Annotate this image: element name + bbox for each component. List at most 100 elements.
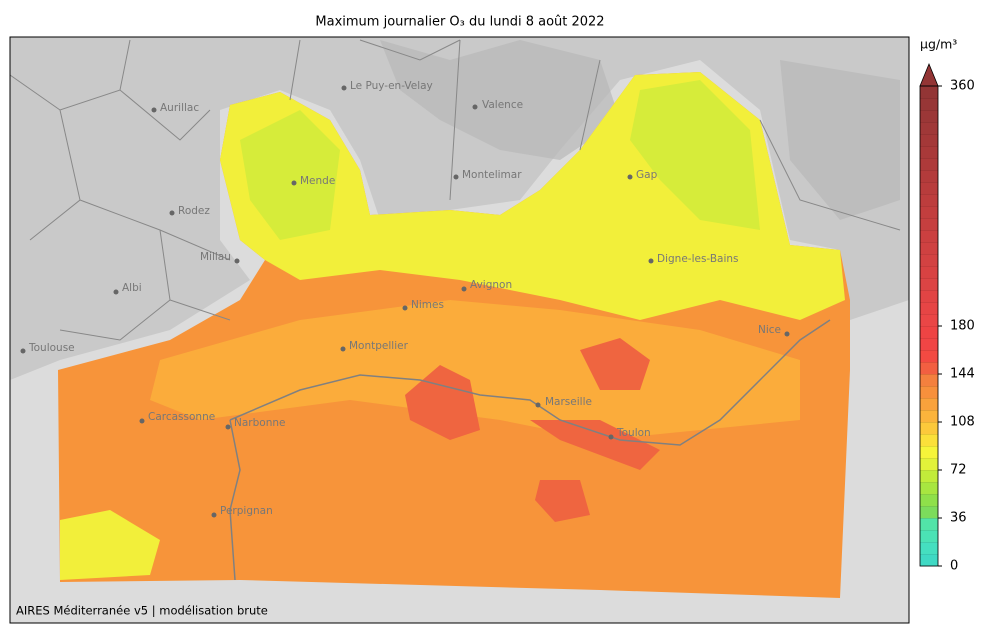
colorbar-band — [919, 217, 939, 231]
colorbar-unit: µg/m³ — [920, 37, 957, 52]
city-label: Narbonne — [234, 417, 285, 429]
coastline — [229, 319, 831, 581]
city-label: Perpignan — [220, 505, 273, 517]
frame — [9, 36, 910, 624]
colorbar-band — [919, 553, 939, 567]
city-dot — [784, 331, 790, 337]
colorbar-tick-label: 144 — [950, 367, 975, 382]
colorbar-band — [919, 181, 939, 195]
city-dot — [20, 348, 26, 354]
ozone-mid — [150, 300, 800, 440]
colorbar-band — [919, 373, 939, 387]
colorbar-band — [919, 505, 939, 519]
colorbar-band — [919, 529, 939, 543]
city-label: Albi — [122, 282, 142, 294]
colorbar-band — [919, 121, 939, 135]
colorbar-band — [919, 205, 939, 219]
city-dot — [291, 180, 297, 186]
city-label: Nice — [758, 324, 781, 336]
colorbar-band — [919, 493, 939, 507]
colorbar-tick-label: 108 — [950, 415, 975, 430]
city-dot — [234, 258, 240, 264]
terrain-relief — [380, 40, 900, 220]
colorbar-band — [919, 457, 939, 471]
colorbar-band — [919, 253, 939, 267]
city-dot — [169, 210, 175, 216]
colorbar-band — [919, 481, 939, 495]
colorbar-tick-label: 36 — [950, 511, 967, 526]
map-area — [9, 36, 910, 624]
city-dot — [341, 85, 347, 91]
colorbar-band — [919, 469, 939, 483]
colorbar-tick-label: 180 — [950, 319, 975, 334]
colorbar-band — [919, 241, 939, 255]
city-label: Carcassonne — [148, 411, 215, 423]
terrain — [10, 37, 909, 380]
colorbar-band — [919, 433, 939, 447]
city-label: Gap — [636, 169, 658, 181]
colorbar-tick-label: 0 — [950, 559, 958, 574]
map-title: Maximum journalier O₃ du lundi 8 août 20… — [315, 15, 604, 30]
city-label: Montelimar — [462, 169, 522, 181]
colorbar: 0 36 72 108 144 180 360 — [919, 62, 975, 574]
colorbar-band — [919, 517, 939, 531]
city-dot — [453, 174, 459, 180]
city-label: Mende — [300, 175, 335, 187]
boundaries — [9, 39, 901, 341]
colorbar-band — [919, 313, 939, 327]
city-dot — [402, 305, 408, 311]
city-label: Valence — [482, 99, 523, 111]
colorbar-band — [919, 337, 939, 351]
city-label: Digne-les-Bains — [657, 253, 739, 265]
colorbar-band — [919, 301, 939, 315]
city-label: Toulouse — [28, 342, 75, 354]
colorbar-band — [919, 97, 939, 111]
colorbar-band — [919, 541, 939, 555]
city-label: Millau — [200, 251, 231, 263]
colorbar-band — [919, 409, 939, 423]
ozone-high — [405, 338, 660, 522]
city-label: Marseille — [545, 396, 592, 408]
city-label: Avignon — [470, 279, 512, 291]
colorbar-band — [919, 109, 939, 123]
ozone-lowest — [240, 80, 760, 240]
city-dot — [472, 104, 478, 110]
colorbar-band — [919, 385, 939, 399]
city-dot — [648, 258, 654, 264]
cities: Aurillac Le Puy-en-Velay Valence Mende M… — [20, 80, 790, 518]
colorbar-band — [919, 145, 939, 159]
colorbar-band — [919, 397, 939, 411]
city-label: Montpellier — [349, 340, 409, 352]
city-dot — [627, 174, 633, 180]
city-dot — [151, 107, 157, 113]
colorbar-band — [919, 85, 939, 99]
colorbar-tick-label: 72 — [950, 463, 967, 478]
city-dot — [535, 402, 541, 408]
city-dot — [461, 286, 467, 292]
city-label: Le Puy-en-Velay — [350, 80, 433, 92]
colorbar-band — [919, 169, 939, 183]
colorbar-band — [919, 229, 939, 243]
colorbar-band — [919, 361, 939, 375]
city-dot — [225, 424, 231, 430]
colorbar-extend — [919, 62, 939, 87]
colorbar-band — [919, 445, 939, 459]
colorbar-band — [919, 349, 939, 363]
city-label: Aurillac — [160, 102, 199, 114]
city-label: Toulon — [616, 427, 651, 439]
colorbar-band — [919, 421, 939, 435]
colorbar-band — [919, 289, 939, 303]
city-label: Rodez — [178, 205, 210, 217]
city-dot — [608, 434, 614, 440]
city-dot — [139, 418, 145, 424]
city-dot — [340, 346, 346, 352]
colorbar-band — [919, 277, 939, 291]
colorbar-tick-label: 360 — [950, 79, 975, 94]
colorbar-band — [919, 133, 939, 147]
colorbar-band — [919, 325, 939, 339]
colorbar-band — [919, 265, 939, 279]
city-label: Nimes — [411, 299, 444, 311]
city-dot — [211, 512, 217, 518]
ozone-low-sw — [60, 510, 160, 580]
